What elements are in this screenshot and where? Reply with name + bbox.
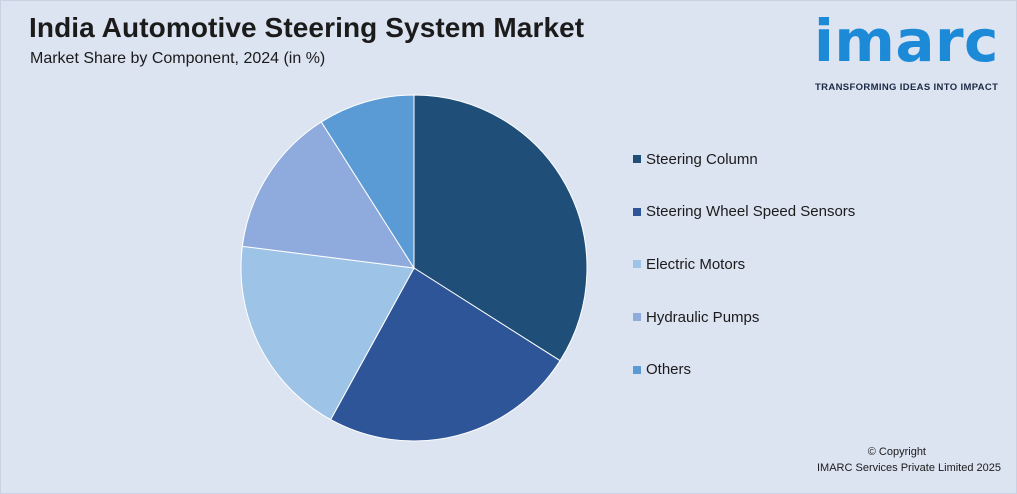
legend-label: Steering Wheel Speed Sensors bbox=[646, 203, 856, 221]
pie-slice-steering-wheel-speed-sensors bbox=[329, 267, 561, 442]
footer: © Copyright IMARC Services Private Limit… bbox=[817, 444, 1001, 476]
legend-swatch bbox=[633, 155, 641, 163]
company-text: IMARC Services Private Limited 2025 bbox=[816, 462, 1001, 474]
legend-swatch bbox=[633, 313, 641, 322]
legend-item: Hydraulic Pumps bbox=[633, 304, 855, 330]
legend-swatch bbox=[633, 260, 641, 269]
legend-swatch bbox=[633, 365, 641, 374]
chart-title: India Automotive Steering System Market bbox=[29, 12, 585, 43]
logo-wordmark: imarc bbox=[814, 7, 999, 75]
pie-slice-electric-motors bbox=[240, 245, 415, 421]
pie-slices bbox=[240, 94, 588, 442]
imarc-logo: imarc TRANSFORMING IDEAS INTO IMPACT bbox=[806, 7, 1011, 95]
legend-item: Electric Motors bbox=[633, 251, 855, 277]
legend-swatch bbox=[633, 207, 641, 216]
copyright-text: © Copyright bbox=[867, 446, 926, 458]
legend-item: Steering Column bbox=[633, 146, 855, 172]
chart-subtitle: Market Share by Component, 2024 (in %) bbox=[30, 50, 326, 67]
legend-label: Steering Column bbox=[646, 150, 758, 168]
legend-label: Electric Motors bbox=[646, 255, 746, 273]
legend-item: Steering Wheel Speed Sensors bbox=[633, 199, 855, 225]
pie-slice-others bbox=[320, 94, 415, 270]
pie-slice-steering-column bbox=[413, 94, 588, 362]
logo-tagline: TRANSFORMING IDEAS INTO IMPACT bbox=[815, 82, 999, 93]
legend-label: Others bbox=[646, 361, 692, 379]
legend: Steering Column Steering Wheel Speed Sens… bbox=[633, 146, 855, 409]
legend-item: Others bbox=[633, 357, 855, 383]
pie-slice-hydraulic-pumps bbox=[241, 121, 415, 269]
legend-label: Hydraulic Pumps bbox=[646, 308, 760, 326]
